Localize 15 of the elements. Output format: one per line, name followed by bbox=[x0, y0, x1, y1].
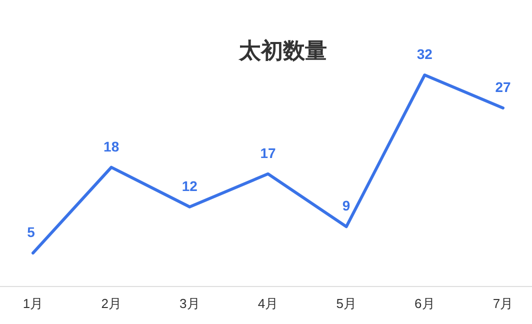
x-tick-label: 7月 bbox=[492, 296, 514, 311]
x-tick-label: 2月 bbox=[101, 296, 122, 311]
data-label: 27 bbox=[495, 78, 511, 95]
chart-title: 太初数量 bbox=[238, 38, 327, 63]
x-tick-label: 6月 bbox=[414, 296, 435, 311]
data-label: 32 bbox=[416, 46, 433, 62]
x-tick-label: 3月 bbox=[180, 296, 200, 311]
data-label: 5 bbox=[27, 224, 36, 240]
x-tick-label: 1月 bbox=[22, 296, 44, 311]
data-label: 9 bbox=[342, 198, 350, 214]
data-label: 12 bbox=[182, 178, 198, 194]
data-label: 17 bbox=[260, 144, 276, 161]
x-tick-label: 4月 bbox=[258, 296, 278, 311]
data-label: 18 bbox=[104, 138, 120, 154]
x-tick-label: 5月 bbox=[336, 296, 356, 311]
